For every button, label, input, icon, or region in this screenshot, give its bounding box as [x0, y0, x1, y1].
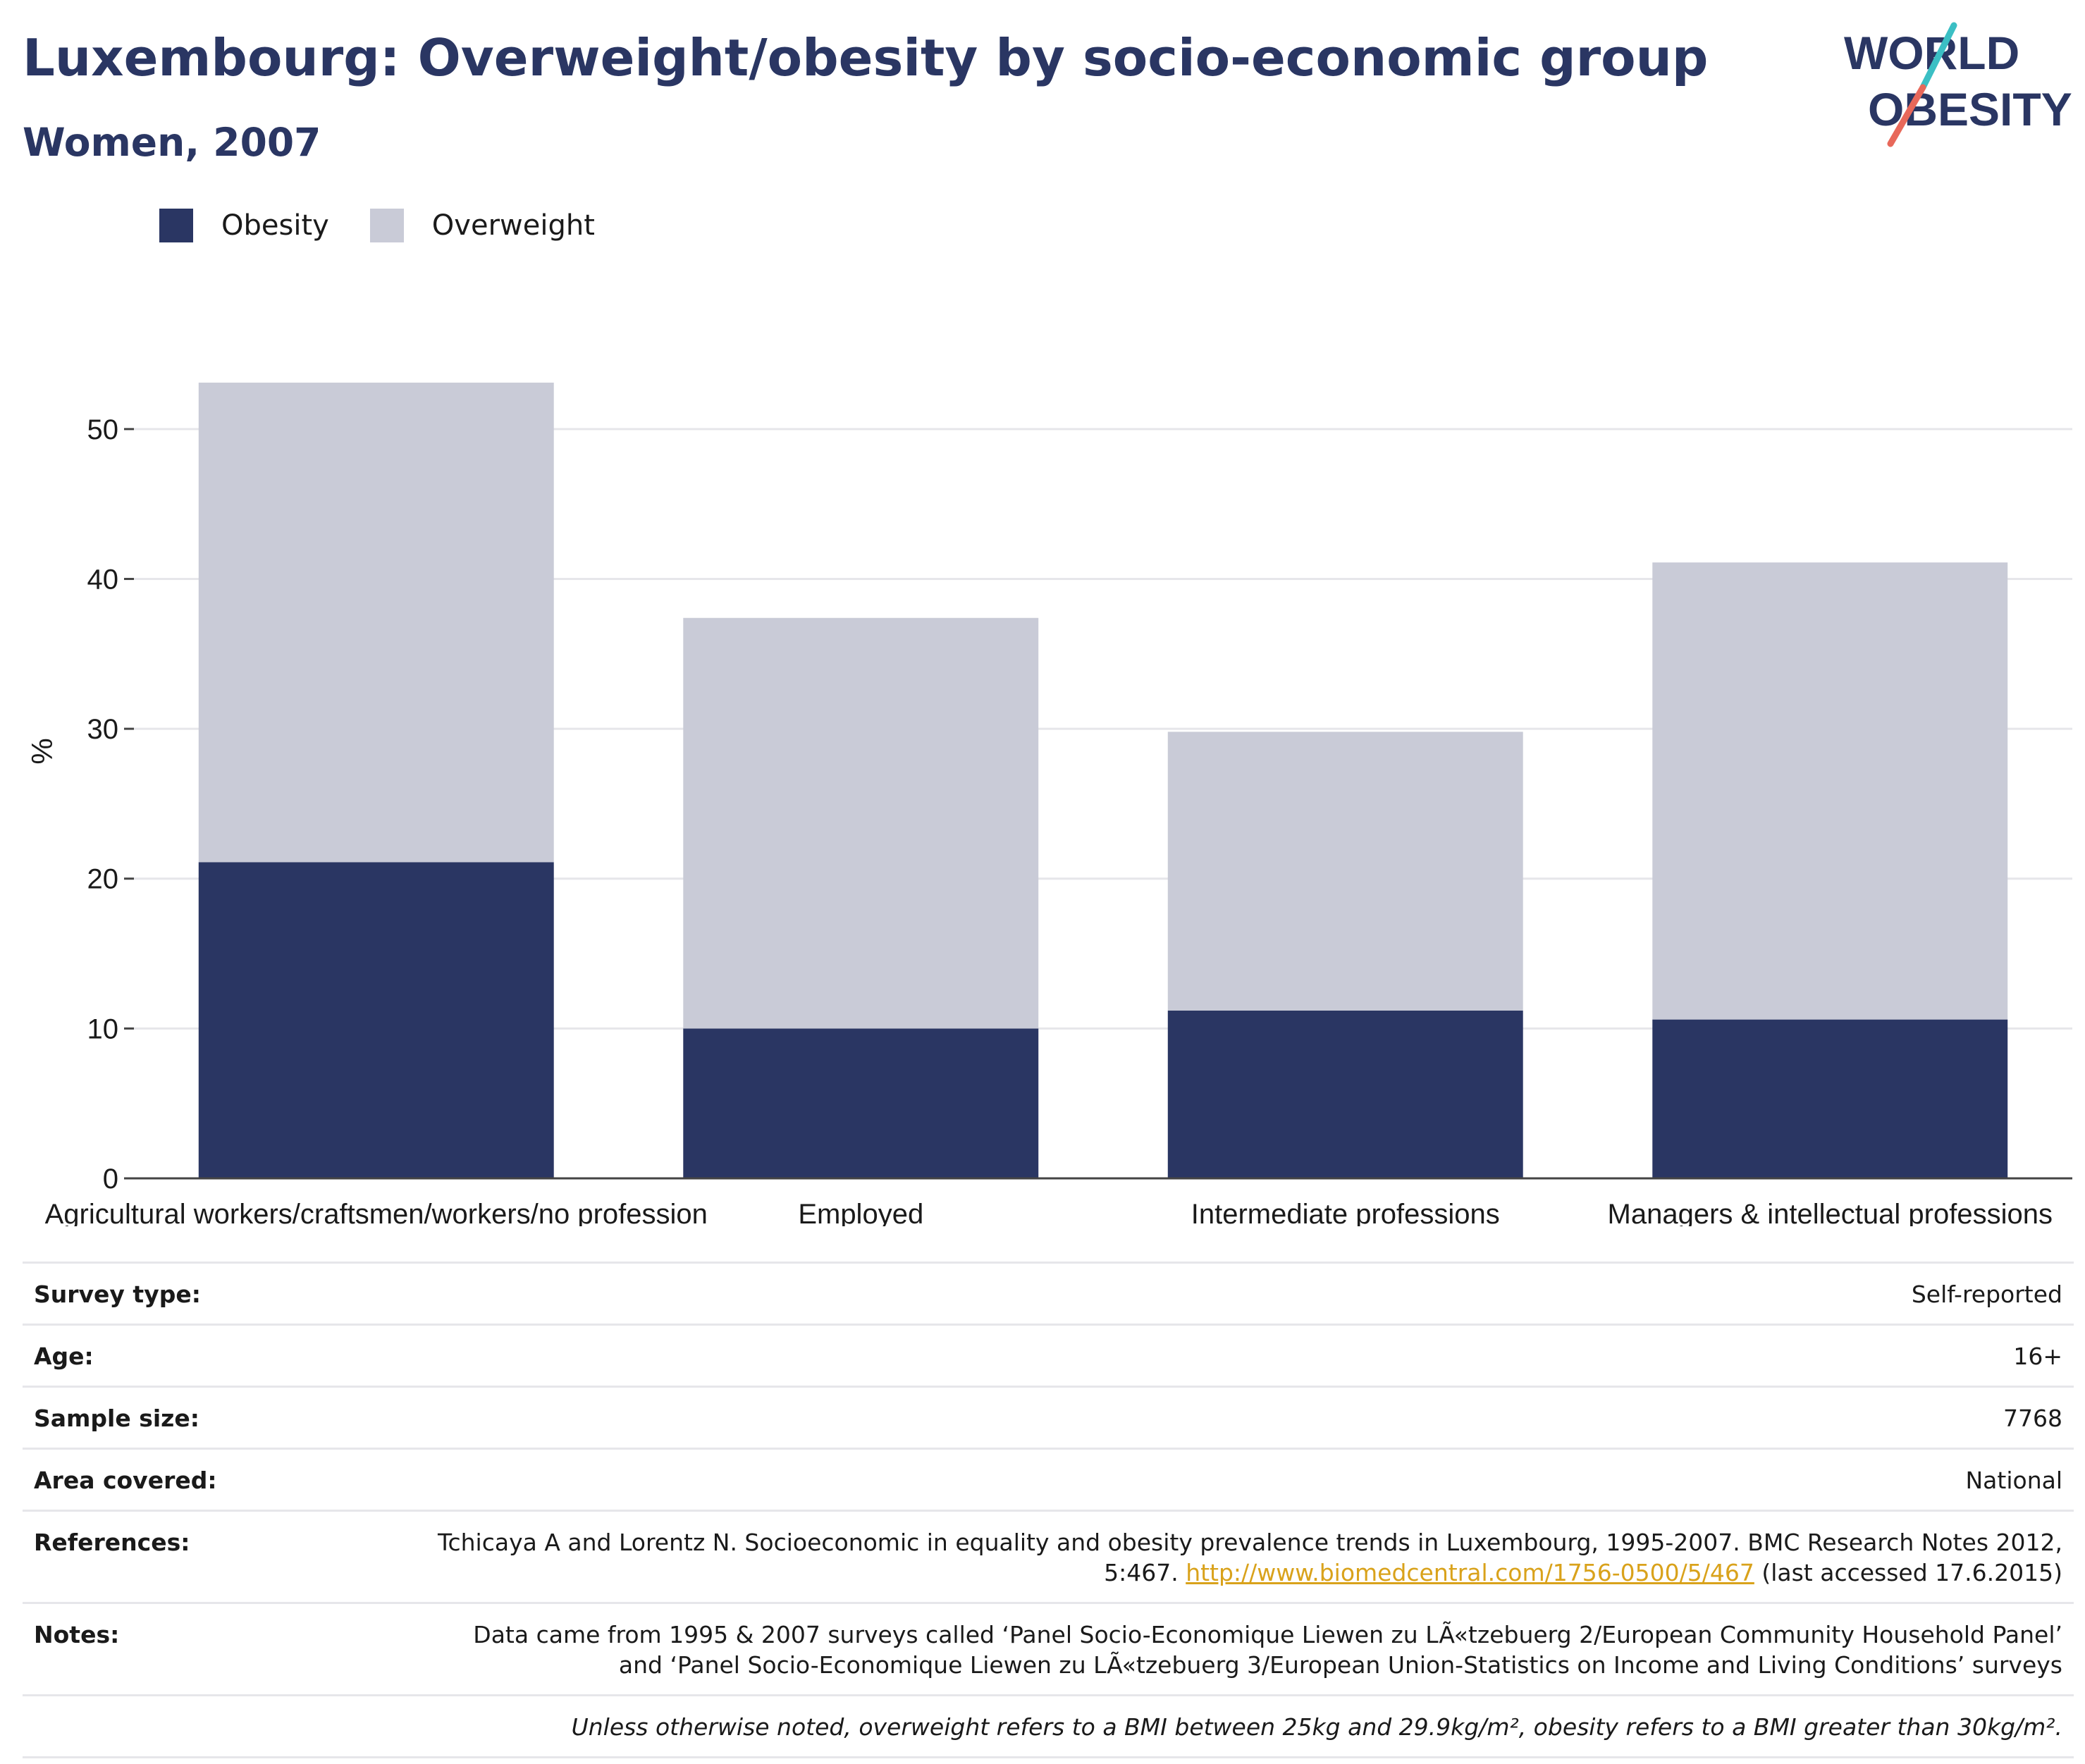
references-link[interactable]: http://www.biomedcentral.com/1756-0500/5… — [1186, 1559, 1754, 1586]
stacked-bar-chart: 0 10 20 30 40 50% Agricultural workers/craftsm… — [25, 382, 2072, 1226]
survey-type-label: Survey type: — [34, 1281, 201, 1308]
y-tick-label: 0 — [103, 1164, 118, 1195]
logo-slash-teal — [1919, 22, 1957, 91]
meta-row-age: Age: 16+ — [23, 1324, 2074, 1386]
bar-obesity-1 — [198, 862, 554, 1178]
references-text: Tchicaya A and Lorentz N. Socioeconomic … — [437, 1529, 2062, 1586]
bar-obesity-2 — [683, 1028, 1039, 1178]
x-tick-label: Managers & intellectual professions — [1608, 1199, 2053, 1226]
legend-swatch-obesity — [159, 209, 193, 242]
area-covered-label: Area covered: — [34, 1467, 217, 1494]
meta-row-notes: Notes: Data came from 1995 & 2007 survey… — [23, 1602, 2074, 1694]
meta-row-footnote: Unless otherwise noted, overweight refer… — [23, 1694, 2074, 1758]
logo-slash-coral — [1887, 84, 1926, 147]
legend-swatch-overweight — [369, 209, 404, 242]
notes-value: Data came from 1995 & 2007 surveys calle… — [473, 1621, 2062, 1679]
bmi-footnote: Unless otherwise noted, overweight refer… — [571, 1713, 2062, 1741]
chart-subtitle: Women, 2007 — [23, 120, 321, 165]
age-label: Age: — [34, 1343, 94, 1370]
chart-title: Luxembourg: Overweight/obesity by socio-… — [23, 28, 1709, 87]
x-tick-label: Employed — [798, 1199, 923, 1226]
legend-item-overweight[interactable]: Overweight — [369, 209, 595, 242]
survey-type-value: Self-reported — [1911, 1281, 2062, 1308]
references-label: References: — [34, 1529, 190, 1556]
sample-size-label: Sample size: — [34, 1405, 199, 1432]
area-covered-value: National — [1965, 1467, 2062, 1494]
world-obesity-logo: WORLD OBESITY — [1844, 22, 2072, 147]
y-tick-label: 10 — [87, 1013, 119, 1044]
bar-overweight-4 — [1652, 562, 2008, 1020]
meta-row-area-covered: Area covered: National — [23, 1448, 2074, 1510]
meta-row-survey-type: Survey type: Self-reported — [23, 1262, 2074, 1324]
meta-row-sample-size: Sample size: 7768 — [23, 1386, 2074, 1448]
y-tick-label: 30 — [87, 714, 119, 745]
y-tick-label: 40 — [87, 564, 119, 595]
references-accessed: (last accessed 17.6.2015) — [1754, 1559, 2062, 1586]
y-axis-label: % — [25, 738, 59, 764]
x-tick-label: Agricultural workers/craftsmen/workers/n… — [45, 1199, 708, 1226]
bar-obesity-3 — [1167, 1010, 1523, 1178]
bar-obesity-4 — [1652, 1019, 2008, 1178]
bar-overweight-2 — [683, 617, 1039, 1029]
legend-item-obesity[interactable]: Obesity — [159, 209, 329, 242]
legend-label-overweight: Overweight — [431, 209, 595, 242]
legend-label-obesity: Obesity — [221, 209, 329, 242]
meta-row-references: References: Tchicaya A and Lorentz N. So… — [23, 1510, 2074, 1602]
survey-metadata-table: Survey type: Self-reported Age: 16+ Samp… — [23, 1262, 2074, 1758]
age-value: 16+ — [2013, 1343, 2062, 1370]
y-tick-label: 20 — [87, 864, 119, 895]
notes-label: Notes: — [34, 1621, 120, 1648]
references-value: Tchicaya A and Lorentz N. Socioeconomic … — [429, 1527, 2062, 1588]
x-tick-label: Intermediate professions — [1191, 1199, 1500, 1226]
sample-size-value: 7768 — [2003, 1405, 2062, 1432]
chart-legend: Obesity Overweight — [159, 209, 636, 242]
y-tick-label: 50 — [87, 414, 119, 445]
bar-overweight-1 — [198, 382, 554, 863]
bar-overweight-3 — [1167, 732, 1523, 1011]
